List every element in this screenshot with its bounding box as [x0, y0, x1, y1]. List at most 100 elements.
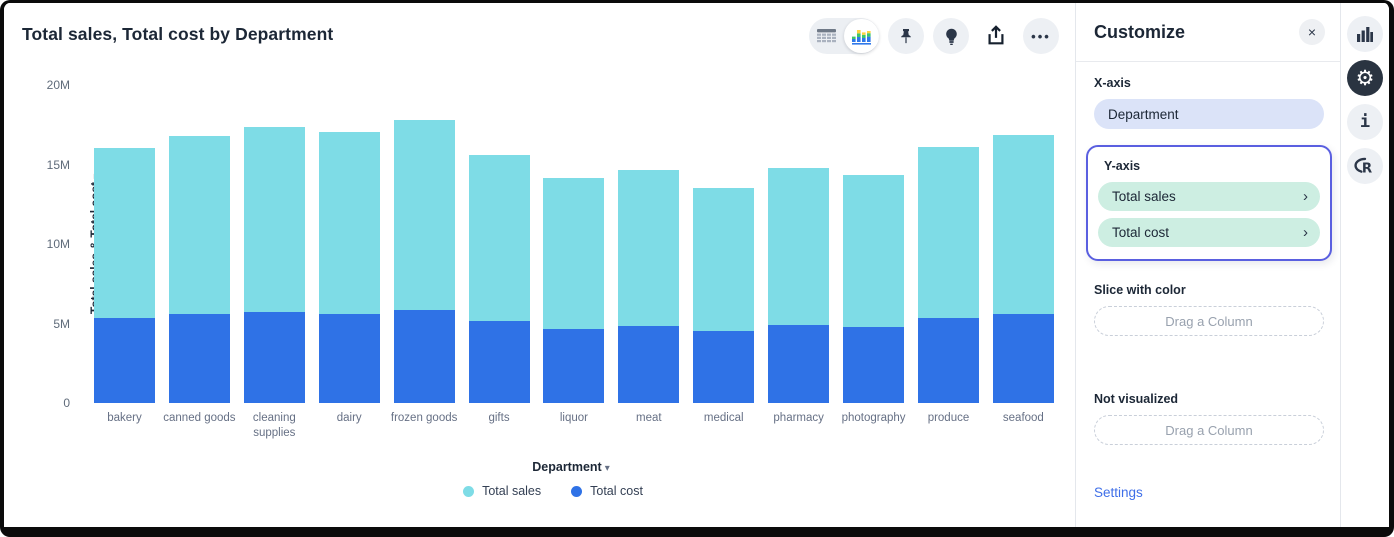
insights-button[interactable] — [933, 18, 969, 54]
pin-button[interactable] — [888, 18, 924, 54]
info-button[interactable]: i — [1347, 104, 1383, 140]
close-icon: × — [1307, 24, 1317, 40]
bar-segment[interactable] — [992, 313, 1054, 403]
bar-segment[interactable] — [992, 135, 1054, 314]
bar-segment[interactable] — [917, 317, 979, 403]
ellipsis-icon: ••• — [1031, 28, 1051, 44]
bar-segment[interactable] — [543, 178, 605, 330]
legend-item[interactable]: Total sales — [463, 484, 541, 498]
x-tick-label: liquor — [559, 412, 588, 424]
y-axis-column-pill[interactable]: Total cost › — [1098, 218, 1320, 247]
customize-body: X-axis Department Y-axis Total sales › Tot… — [1076, 62, 1340, 502]
slice-section-label: Slice with color — [1094, 283, 1186, 297]
legend-dot-icon — [571, 485, 583, 497]
y-tick-label: 20M — [46, 78, 70, 92]
y-axis-pills: Total sales › Total cost › — [1098, 182, 1320, 247]
pin-icon — [901, 28, 911, 43]
bar-column: dairy — [318, 85, 380, 424]
x-axis-caret-icon: ▾ — [604, 463, 610, 474]
y-axis-column-pill[interactable]: Total sales › — [1098, 182, 1320, 211]
not-visualized-drop-zone[interactable]: Drag a Column — [1094, 415, 1324, 445]
bar-column: medical — [693, 85, 755, 424]
bar-column: bakery — [94, 85, 155, 424]
bar-column: cleaning supplies — [243, 85, 305, 439]
visualize-button[interactable] — [1347, 16, 1383, 52]
x-axis-column-pill[interactable]: Department — [1094, 99, 1324, 129]
bar-segment[interactable] — [318, 314, 380, 403]
bar-segment[interactable] — [768, 324, 830, 403]
share-button[interactable] — [978, 18, 1014, 54]
bar-segment[interactable] — [243, 311, 305, 403]
chevron-right-icon: › — [1303, 224, 1308, 241]
svg-text:R: R — [1362, 161, 1373, 175]
bar-segment[interactable] — [168, 314, 230, 403]
chart-card: Total sales, Total cost by Department — [4, 3, 1075, 527]
bar-segment[interactable] — [843, 175, 905, 327]
y-axis-drop-zone: Y-axis Total sales › Total cost › — [1078, 145, 1332, 261]
legend-label: Total cost — [590, 484, 643, 498]
x-axis-section-label: X-axis — [1094, 76, 1131, 90]
bar-column: meat — [618, 85, 680, 424]
settings-link[interactable]: Settings — [1094, 485, 1143, 500]
customize-header: Customize × — [1076, 3, 1340, 62]
r-code-button[interactable]: R — [1347, 148, 1383, 184]
customize-button[interactable]: ⚙ — [1347, 60, 1383, 96]
bar-segment[interactable] — [393, 120, 455, 310]
bar-segment[interactable] — [168, 136, 230, 315]
bar-column: frozen goods — [391, 85, 457, 424]
bar-segment[interactable] — [843, 327, 905, 403]
customize-title: Customize — [1094, 21, 1186, 42]
bar-segment[interactable] — [243, 127, 305, 312]
bar-segment[interactable] — [393, 309, 455, 403]
bar-column: canned goods — [163, 85, 236, 424]
y-tick-label: 10M — [46, 237, 70, 251]
lightbulb-icon — [945, 28, 957, 45]
y-tick-label: 5M — [53, 316, 70, 331]
view-toggle — [809, 18, 879, 54]
right-icon-rail: ⚙ i R — [1340, 3, 1389, 527]
bar-chart-icon — [1357, 26, 1373, 42]
chart-view-button[interactable] — [844, 19, 879, 53]
x-tick-label: frozen goods — [390, 412, 458, 424]
bar-segment[interactable] — [768, 167, 830, 325]
bar-segment[interactable] — [94, 317, 155, 403]
bar-column: gifts — [468, 85, 530, 424]
bar-segment[interactable] — [618, 170, 680, 327]
gear-icon: ⚙ — [1355, 66, 1375, 90]
not-visualized-section-label: Not visualized — [1094, 392, 1179, 406]
table-view-button[interactable] — [809, 18, 844, 54]
x-tick-label: gifts — [488, 412, 510, 424]
bar-column: seafood — [992, 85, 1054, 424]
bar-segment[interactable] — [468, 154, 530, 321]
x-tick-label: dairy — [336, 412, 362, 424]
bar-segment[interactable] — [468, 320, 530, 403]
legend-dot-icon — [463, 485, 475, 497]
legend: Total sales Total cost — [88, 484, 1018, 498]
chart-title: Total sales, Total cost by Department — [22, 24, 334, 44]
bar-segment[interactable] — [693, 330, 755, 403]
table-icon — [817, 28, 836, 42]
bar-segment[interactable] — [917, 147, 979, 318]
y-tick-label: 0 — [63, 396, 70, 410]
more-options-button[interactable]: ••• — [1023, 18, 1059, 54]
slice-drop-zone[interactable]: Drag a Column — [1094, 306, 1324, 336]
bar-segment[interactable] — [693, 187, 755, 331]
bar-segment[interactable] — [543, 329, 605, 403]
bar-column: photography — [842, 85, 906, 424]
x-tick-label: produce — [927, 412, 970, 424]
x-tick-label: canned goods — [163, 412, 236, 424]
bar-column: pharmacy — [768, 85, 830, 424]
bar-segment[interactable] — [318, 132, 380, 315]
x-tick-label: pharmacy — [773, 412, 824, 424]
bar-segment[interactable] — [94, 147, 155, 318]
x-tick-label: photography — [841, 412, 906, 424]
bar-column: produce — [917, 85, 979, 424]
bar-segment[interactable] — [618, 326, 680, 403]
legend-item[interactable]: Total cost — [571, 484, 643, 498]
x-axis-dropdown[interactable]: Department ▾ — [532, 460, 610, 474]
stacked-chart-icon — [851, 29, 871, 45]
close-panel-button[interactable]: × — [1299, 19, 1325, 45]
chevron-right-icon: › — [1303, 188, 1308, 205]
